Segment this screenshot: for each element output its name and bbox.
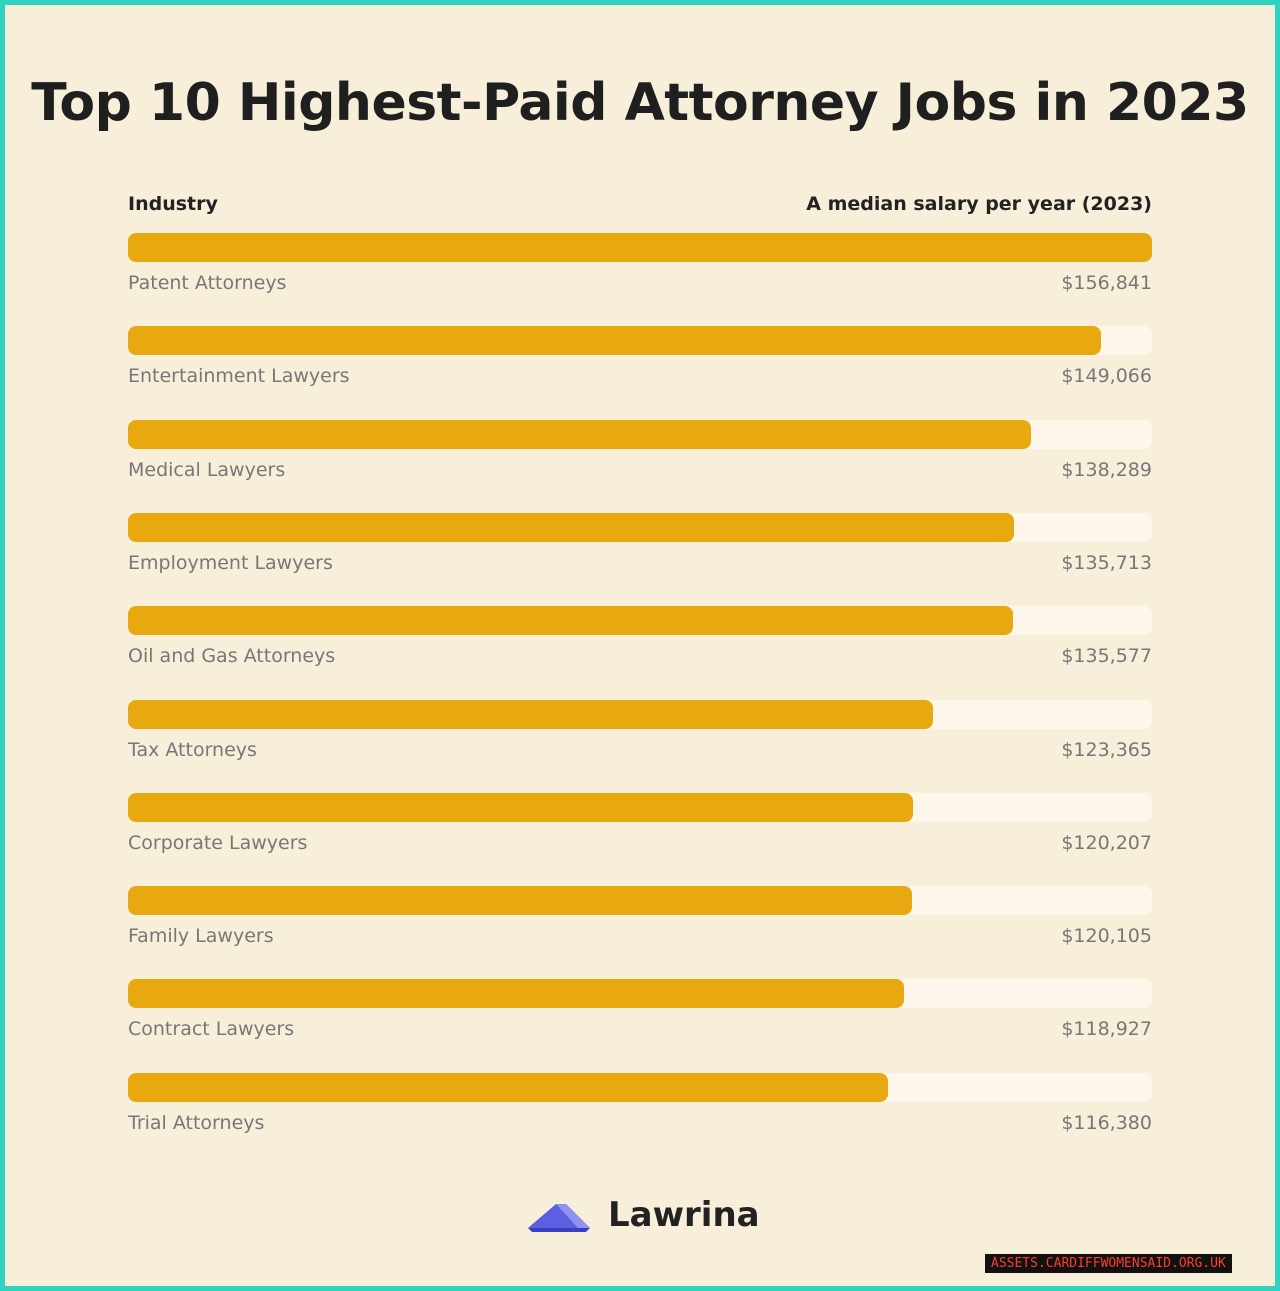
bar bbox=[128, 606, 1014, 636]
bar-row: Medical Lawyers $138,289 bbox=[128, 419, 1152, 500]
value-label: $149,066 bbox=[1061, 365, 1152, 388]
bar bbox=[128, 512, 1015, 542]
value-label: $156,841 bbox=[1061, 272, 1152, 294]
category-label: Patent Attorneys bbox=[128, 272, 287, 294]
value-label: $123,365 bbox=[1061, 738, 1152, 761]
category-label: Trial Attorneys bbox=[128, 1111, 265, 1134]
value-label: $135,713 bbox=[1061, 551, 1152, 574]
bar bbox=[128, 326, 1102, 356]
bar-track bbox=[128, 792, 1152, 822]
bar-track bbox=[128, 326, 1152, 356]
bar-row: Family Lawyers $120,105 bbox=[128, 886, 1152, 966]
lawrina-logo: Lawrina bbox=[528, 1195, 760, 1235]
bar-row: Tax Attorneys $123,365 bbox=[128, 699, 1152, 780]
bar bbox=[128, 419, 1031, 449]
lawrina-logo-icon bbox=[528, 1204, 590, 1232]
bar-row: Patent Attorneys $156,841 bbox=[128, 233, 1152, 313]
value-label: $138,289 bbox=[1061, 458, 1152, 481]
value-label: $120,207 bbox=[1061, 831, 1152, 854]
category-label: Employment Lawyers bbox=[128, 551, 333, 574]
logo-wordmark: Lawrina bbox=[608, 1195, 760, 1235]
bar-row: Employment Lawyers $135,713 bbox=[128, 512, 1152, 593]
value-label: $116,380 bbox=[1061, 1111, 1152, 1134]
bar bbox=[128, 233, 1152, 262]
bar-track bbox=[128, 606, 1152, 636]
bar-track bbox=[128, 419, 1152, 449]
category-label: Entertainment Lawyers bbox=[128, 365, 350, 388]
bar-track bbox=[128, 699, 1152, 729]
bar bbox=[128, 979, 905, 1009]
bar-track bbox=[128, 512, 1152, 542]
bar-row: Entertainment Lawyers $149,066 bbox=[128, 326, 1152, 406]
bar bbox=[128, 699, 934, 729]
bar-track bbox=[128, 979, 1152, 1009]
bar bbox=[128, 792, 913, 822]
bar-track bbox=[128, 886, 1152, 916]
source-watermark: ASSETS.CARDIFFWOMENSAID.ORG.UK bbox=[985, 1254, 1232, 1273]
bar bbox=[128, 1072, 888, 1102]
value-label: $120,105 bbox=[1061, 925, 1152, 948]
category-label: Medical Lawyers bbox=[128, 458, 286, 481]
category-label: Corporate Lawyers bbox=[128, 831, 308, 854]
bar-row: Oil and Gas Attorneys $135,577 bbox=[128, 606, 1152, 686]
category-label: Family Lawyers bbox=[128, 925, 274, 948]
category-header: Industry bbox=[128, 193, 218, 215]
bar-track bbox=[128, 233, 1152, 262]
bar-track bbox=[128, 1072, 1152, 1102]
category-label: Oil and Gas Attorneys bbox=[128, 645, 336, 668]
bar-row: Trial Attorneys $116,380 bbox=[128, 1072, 1152, 1153]
category-label: Tax Attorneys bbox=[128, 738, 257, 761]
infographic-card: Top 10 Highest-Paid Attorney Jobs in 202… bbox=[5, 5, 1275, 1286]
chart-title: Top 10 Highest-Paid Attorney Jobs in 202… bbox=[31, 73, 1249, 133]
value-header: A median salary per year (2023) bbox=[806, 193, 1152, 215]
value-label: $135,577 bbox=[1061, 645, 1152, 668]
value-label: $118,927 bbox=[1061, 1018, 1152, 1041]
category-label: Contract Lawyers bbox=[128, 1018, 295, 1041]
bar-row: Contract Lawyers $118,927 bbox=[128, 979, 1152, 1059]
bar-row: Corporate Lawyers $120,207 bbox=[128, 792, 1152, 873]
bar bbox=[128, 886, 913, 916]
